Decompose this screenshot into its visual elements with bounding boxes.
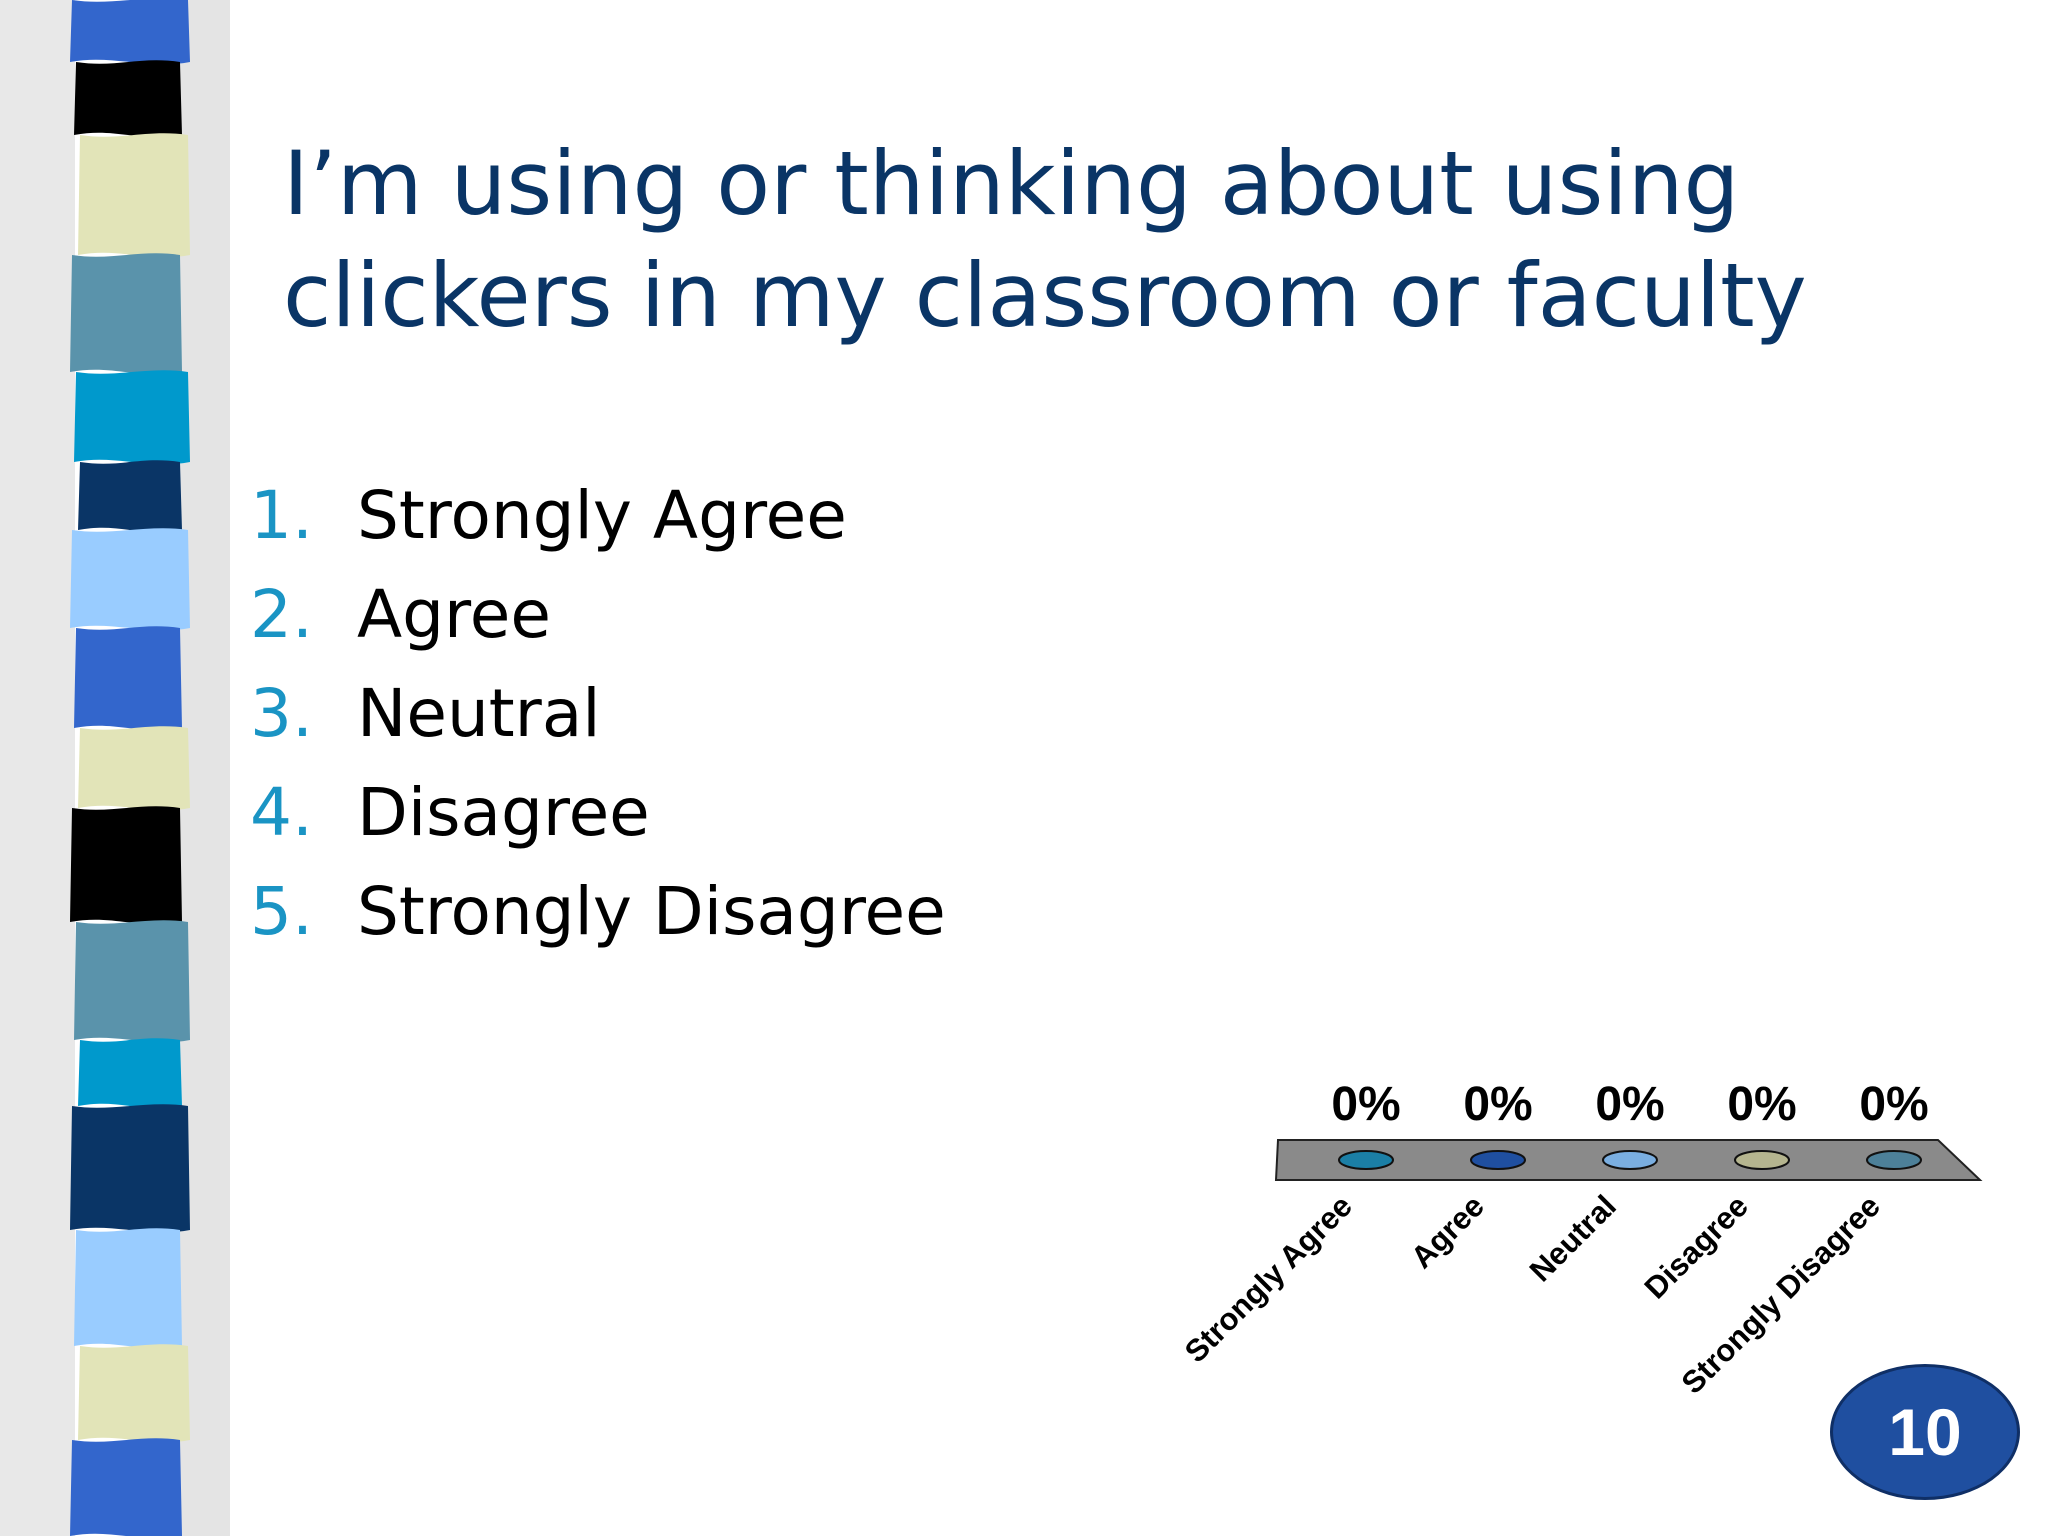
slide-title: I’m using or thinking about using clicke…: [283, 132, 1807, 347]
answer-item: 2. Agree: [250, 565, 946, 664]
answer-item: 1. Strongly Agree: [250, 466, 946, 565]
chart-bar: [1734, 1150, 1790, 1170]
stripe-segment: [70, 806, 182, 925]
answer-label: Agree: [357, 576, 551, 653]
slide-number-badge: 10: [1830, 1364, 2020, 1500]
stripe-segment: [74, 920, 190, 1043]
chart-value-label: 0%: [1331, 1078, 1400, 1131]
chart-value-label: 0%: [1595, 1078, 1664, 1131]
answer-number: 5.: [250, 873, 313, 950]
decorative-stripe-bar: [0, 0, 230, 1536]
chart-value-label: 0%: [1463, 1078, 1532, 1131]
stripe-segment: [74, 1228, 182, 1349]
stripe-segment: [70, 1438, 182, 1536]
stripe-backdrop: [0, 0, 75, 1536]
answer-label: Strongly Agree: [357, 477, 847, 554]
stripe-segment: [78, 1344, 190, 1443]
chart-category-label: Neutral: [1523, 1188, 1623, 1288]
chart-category-label: Strongly Agree: [1178, 1188, 1359, 1369]
stripe-segment: [70, 253, 182, 375]
stripe-segment: [74, 60, 182, 138]
chart-bar: [1470, 1150, 1526, 1170]
stripe-segment: [78, 726, 190, 811]
stripe-segment: [70, 0, 190, 65]
answer-item: 4. Disagree: [250, 763, 946, 862]
stripe-segment: [70, 528, 190, 631]
chart-category-label: Agree: [1404, 1188, 1491, 1275]
stripe-segment: [74, 626, 182, 731]
answer-number: 2.: [250, 576, 313, 653]
chart-bar: [1338, 1150, 1394, 1170]
answer-list: 1. Strongly Agree 2. Agree 3. Neutral 4. Dis…: [250, 466, 946, 961]
chart-bar: [1866, 1150, 1922, 1170]
chart-value-label: 0%: [1727, 1078, 1796, 1131]
stripe-segment: [78, 460, 182, 533]
chart-category-label: Disagree: [1638, 1188, 1755, 1305]
response-chart: 0% Strongly Agree 0% Agree 0% Neutral 0% Disagr…: [1178, 1078, 1983, 1401]
stripe-segment: [78, 133, 190, 258]
chart-bar: [1602, 1150, 1658, 1170]
stripe-segment: [70, 1104, 190, 1233]
answer-label: Disagree: [357, 774, 650, 851]
answer-item: 5. Strongly Disagree: [250, 862, 946, 961]
answer-label: Neutral: [357, 675, 601, 752]
answer-item: 3. Neutral: [250, 664, 946, 763]
chart-value-label: 0%: [1859, 1078, 1928, 1131]
answer-number: 1.: [250, 477, 313, 554]
answer-number: 3.: [250, 675, 313, 752]
answer-label: Strongly Disagree: [357, 873, 946, 950]
stripe-segment: [74, 370, 190, 465]
stripe-segment: [78, 1038, 182, 1109]
answer-number: 4.: [250, 774, 313, 851]
